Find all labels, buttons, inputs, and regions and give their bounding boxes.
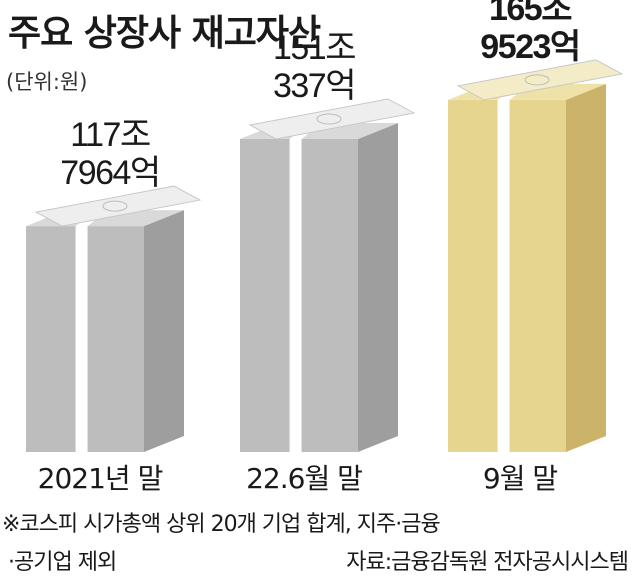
value-label-0-0: 117조: [70, 116, 150, 154]
value-label-1-1: 337억: [273, 67, 355, 105]
value-label-2-1: 9523억: [480, 28, 579, 66]
category-label-0: 2021년 말: [38, 462, 163, 495]
banknote-2: [456, 59, 624, 101]
banknote-seal-0: [102, 200, 128, 212]
chart-title: 주요 상장사 재고자산: [8, 13, 321, 54]
bar-side-2: [566, 83, 606, 453]
banknote-0: [34, 185, 202, 227]
footnote-line1: ※코스피 시가총액 상위 20개 기업 합계, 지주·금융: [2, 512, 441, 537]
category-label-2: 9월 말: [483, 462, 557, 495]
bar-side-1: [358, 122, 398, 453]
bar-side-0: [144, 210, 184, 452]
bar-band-1: [289, 138, 302, 452]
value-label-0-1: 7964억: [60, 154, 159, 192]
value-label-2-0: 165조: [489, 0, 572, 28]
unit-label: (단위:원): [6, 70, 88, 94]
source-label: 자료:금융감독원 전자공시시스템: [346, 550, 629, 575]
banknote-1: [248, 98, 416, 140]
bar-band-0: [75, 226, 88, 452]
footnote-line2: ·공기업 제외: [8, 550, 117, 575]
bar-band-2: [497, 99, 510, 453]
value-label-1-0: 151조: [273, 29, 355, 67]
banknote-seal-1: [316, 113, 342, 125]
banknote-seal-2: [524, 74, 550, 86]
category-label-1: 22.6월 말: [246, 462, 362, 495]
